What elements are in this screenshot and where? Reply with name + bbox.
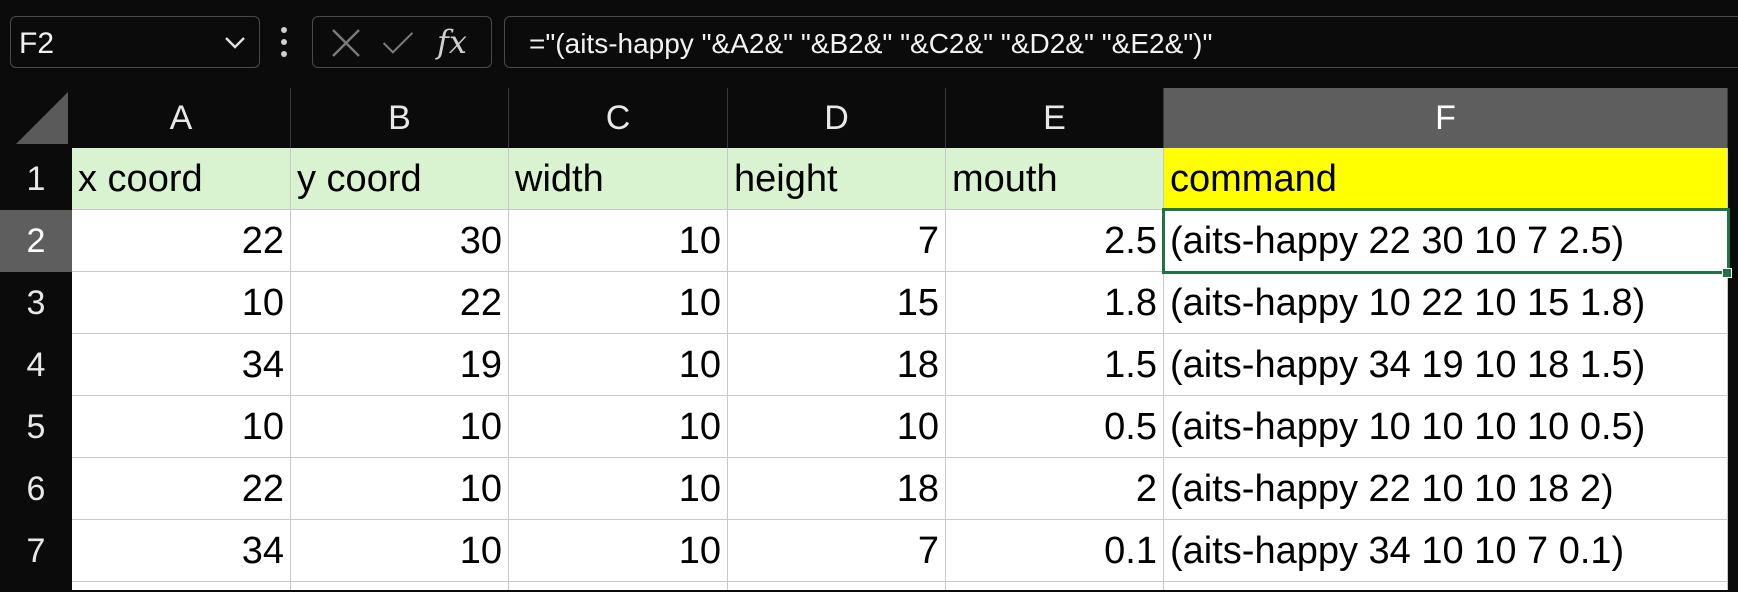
cell-a4[interactable]: 34 xyxy=(72,334,291,396)
cell-e4[interactable]: 1.5 xyxy=(946,334,1164,396)
chevron-down-icon[interactable] xyxy=(223,33,247,53)
cell-b4[interactable]: 19 xyxy=(291,334,509,396)
cell-row8-c xyxy=(509,582,728,590)
cell-b1[interactable]: y coord xyxy=(291,148,509,210)
cell-f3[interactable]: (aits-happy 10 22 10 15 1.8) xyxy=(1164,272,1728,334)
formula-bar: F2 fx ="(aits-happy "&A2&" "&B2&" "&C2&"… xyxy=(0,0,1738,88)
cell-f4[interactable]: (aits-happy 34 19 10 18 1.5) xyxy=(1164,334,1728,396)
cell-b6[interactable]: 10 xyxy=(291,458,509,520)
cell-row8-d xyxy=(728,582,946,590)
more-options-icon[interactable] xyxy=(276,24,292,60)
row-header-6[interactable]: 6 xyxy=(0,458,72,520)
cell-c7[interactable]: 10 xyxy=(509,520,728,582)
row-header-4[interactable]: 4 xyxy=(0,334,72,396)
cell-a3[interactable]: 10 xyxy=(72,272,291,334)
cell-f1[interactable]: command xyxy=(1164,148,1728,210)
formula-input[interactable]: ="(aits-happy "&A2&" "&B2&" "&C2&" "&D2&… xyxy=(504,16,1738,68)
name-box[interactable]: F2 xyxy=(10,16,260,68)
row-header-3[interactable]: 3 xyxy=(0,272,72,334)
cell-b5[interactable]: 10 xyxy=(291,396,509,458)
cell-d1[interactable]: height xyxy=(728,148,946,210)
cell-a2[interactable]: 22 xyxy=(72,210,291,272)
row-header-2[interactable]: 2 xyxy=(0,210,72,272)
cell-c2[interactable]: 10 xyxy=(509,210,728,272)
cell-a6[interactable]: 22 xyxy=(72,458,291,520)
cell-b2[interactable]: 30 xyxy=(291,210,509,272)
insert-function-icon[interactable]: fx xyxy=(437,23,467,61)
cell-d2[interactable]: 7 xyxy=(728,210,946,272)
column-header-b[interactable]: B xyxy=(291,88,509,148)
cell-a7[interactable]: 34 xyxy=(72,520,291,582)
cell-row8-b xyxy=(291,582,509,590)
column-header-e[interactable]: E xyxy=(946,88,1164,148)
cell-b3[interactable]: 22 xyxy=(291,272,509,334)
cell-e1[interactable]: mouth xyxy=(946,148,1164,210)
cell-c3[interactable]: 10 xyxy=(509,272,728,334)
cell-d6[interactable]: 18 xyxy=(728,458,946,520)
cancel-icon[interactable] xyxy=(329,27,363,59)
cell-d3[interactable]: 15 xyxy=(728,272,946,334)
row-header-7[interactable]: 7 xyxy=(0,520,72,582)
formula-text: ="(aits-happy "&A2&" "&B2&" "&C2&" "&D2&… xyxy=(529,28,1213,59)
cell-c5[interactable]: 10 xyxy=(509,396,728,458)
row-header-1[interactable]: 1 xyxy=(0,148,72,210)
select-all-icon xyxy=(16,92,68,144)
enter-check-icon[interactable] xyxy=(381,27,415,59)
cell-f5[interactable]: (aits-happy 10 10 10 10 0.5) xyxy=(1164,396,1728,458)
cell-c1[interactable]: width xyxy=(509,148,728,210)
select-all-button[interactable] xyxy=(0,88,72,148)
cell-f7[interactable]: (aits-happy 34 10 10 7 0.1) xyxy=(1164,520,1728,582)
column-header-d[interactable]: D xyxy=(728,88,946,148)
name-box-value: F2 xyxy=(19,27,55,60)
cell-e7[interactable]: 0.1 xyxy=(946,520,1164,582)
cell-e2[interactable]: 2.5 xyxy=(946,210,1164,272)
cell-d5[interactable]: 10 xyxy=(728,396,946,458)
cell-b7[interactable]: 10 xyxy=(291,520,509,582)
column-header-f[interactable]: F xyxy=(1164,88,1728,148)
cell-e3[interactable]: 1.8 xyxy=(946,272,1164,334)
cell-row8-f xyxy=(1164,582,1728,590)
cell-row8-e xyxy=(946,582,1164,590)
cell-f2[interactable]: (aits-happy 22 30 10 7 2.5) xyxy=(1164,210,1728,272)
column-header-a[interactable]: A xyxy=(72,88,291,148)
cell-c4[interactable]: 10 xyxy=(509,334,728,396)
fill-handle[interactable] xyxy=(1722,268,1732,278)
cell-c6[interactable]: 10 xyxy=(509,458,728,520)
row-header-5[interactable]: 5 xyxy=(0,396,72,458)
cell-a1[interactable]: x coord xyxy=(72,148,291,210)
cell-d7[interactable]: 7 xyxy=(728,520,946,582)
cell-row8-a xyxy=(72,582,291,590)
cell-e5[interactable]: 0.5 xyxy=(946,396,1164,458)
column-header-c[interactable]: C xyxy=(509,88,728,148)
cell-a5[interactable]: 10 xyxy=(72,396,291,458)
formula-actions: fx xyxy=(312,16,492,68)
cell-e6[interactable]: 2 xyxy=(946,458,1164,520)
cell-f6[interactable]: (aits-happy 22 10 10 18 2) xyxy=(1164,458,1728,520)
cell-d4[interactable]: 18 xyxy=(728,334,946,396)
